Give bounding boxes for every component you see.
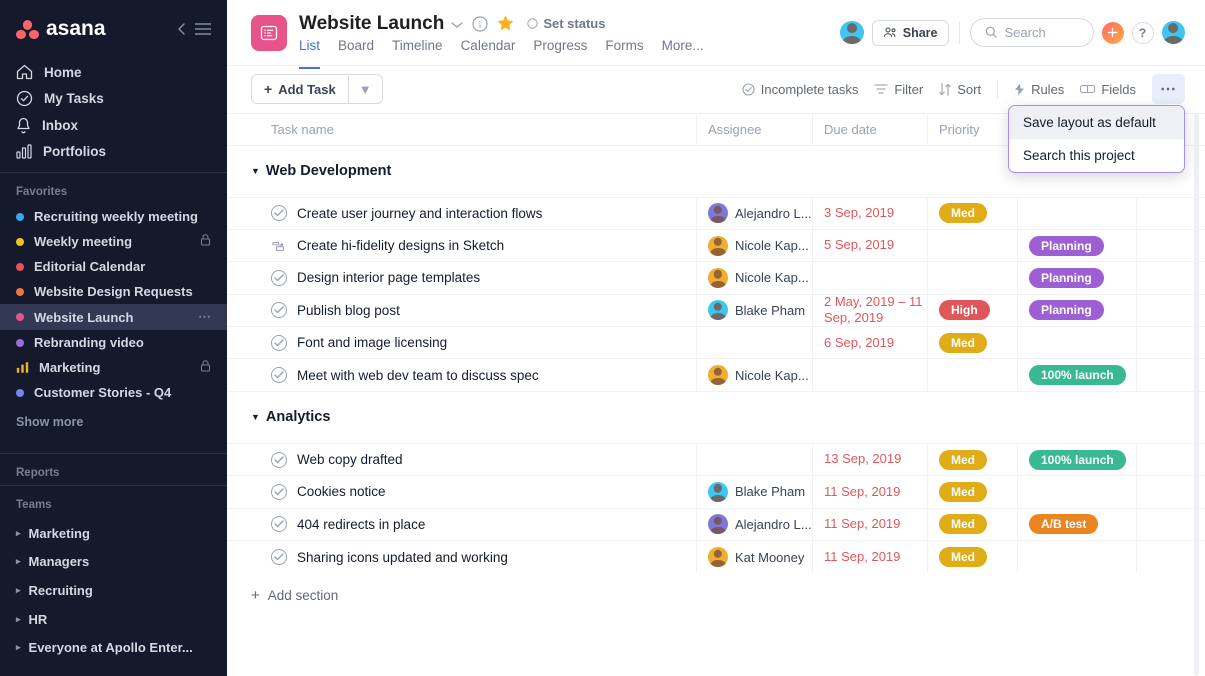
svg-text:i: i [479,19,482,29]
